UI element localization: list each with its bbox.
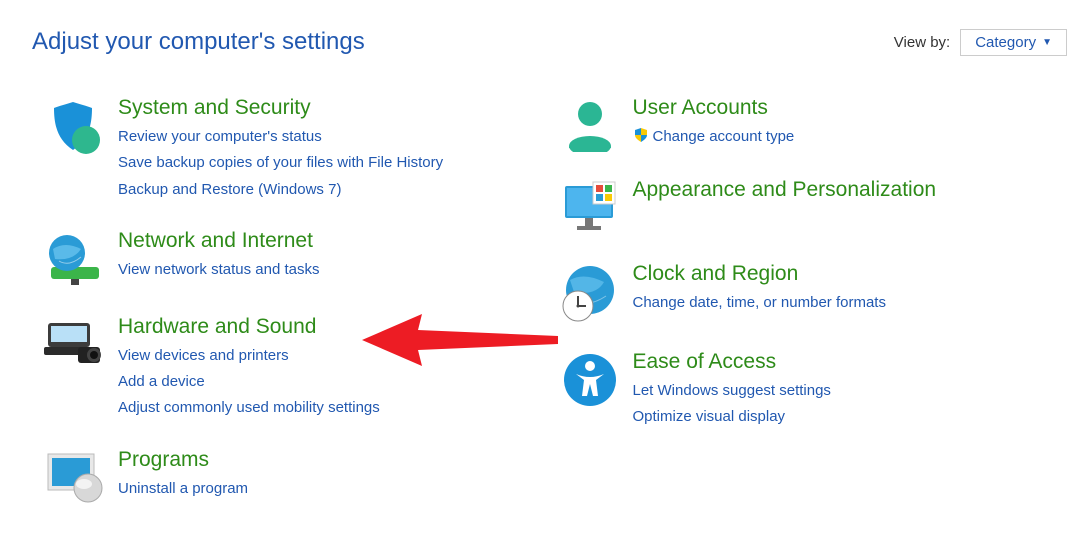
category-clock-region: Clock and Region Change date, time, or n… [547,262,1062,324]
category-title[interactable]: Hardware and Sound [118,315,316,339]
category-network-internet: Network and Internet View network status… [32,229,547,289]
category-title[interactable]: Programs [118,448,209,472]
right-column: User Accounts Change account type [547,96,1062,530]
category-title[interactable]: Clock and Region [633,262,799,286]
category-ease-of-access: Ease of Access Let Windows suggest setti… [547,350,1062,431]
category-hardware-sound: Hardware and Sound View devices and prin… [32,315,547,422]
uac-shield-icon [633,127,649,143]
category-user-accounts: User Accounts Change account type [547,96,1062,152]
category-programs: Programs Uninstall a program [32,448,547,504]
programs-icon [32,448,118,504]
category-title[interactable]: Ease of Access [633,350,777,374]
category-link[interactable]: View network status and tasks [118,257,320,283]
hardware-sound-icon [32,315,118,369]
caret-down-icon: ▼ [1042,37,1052,48]
appearance-icon [547,178,633,236]
category-link[interactable]: Optimize visual display [633,404,831,430]
category-link[interactable]: Backup and Restore (Windows 7) [118,177,443,203]
category-link[interactable]: Uninstall a program [118,476,248,502]
category-link[interactable]: Change date, time, or number formats [633,290,886,316]
system-security-icon [32,96,118,156]
category-appearance: Appearance and Personalization [547,178,1062,236]
category-title[interactable]: System and Security [118,96,311,120]
category-link[interactable]: Let Windows suggest settings [633,378,831,404]
viewby-value: Category [975,34,1036,51]
user-accounts-icon [547,96,633,152]
category-link[interactable]: Add a device [118,369,380,395]
category-system-security: System and Security Review your computer… [32,96,547,203]
viewby-label: View by: [894,34,950,51]
page-title: Adjust your computer's settings [32,28,365,56]
category-link[interactable]: Change account type [633,124,795,150]
network-internet-icon [32,229,118,289]
left-column: System and Security Review your computer… [32,96,547,530]
category-link[interactable]: Review your computer's status [118,124,443,150]
category-link[interactable]: Save backup copies of your files with Fi… [118,150,443,176]
category-link[interactable]: View devices and printers [118,343,380,369]
viewby-group: View by: Category ▼ [894,29,1067,56]
viewby-dropdown[interactable]: Category ▼ [960,29,1067,56]
category-link[interactable]: Adjust commonly used mobility settings [118,395,380,421]
category-title[interactable]: Appearance and Personalization [633,178,937,202]
ease-of-access-icon [547,350,633,408]
clock-region-icon [547,262,633,324]
category-title[interactable]: Network and Internet [118,229,313,253]
category-title[interactable]: User Accounts [633,96,768,120]
